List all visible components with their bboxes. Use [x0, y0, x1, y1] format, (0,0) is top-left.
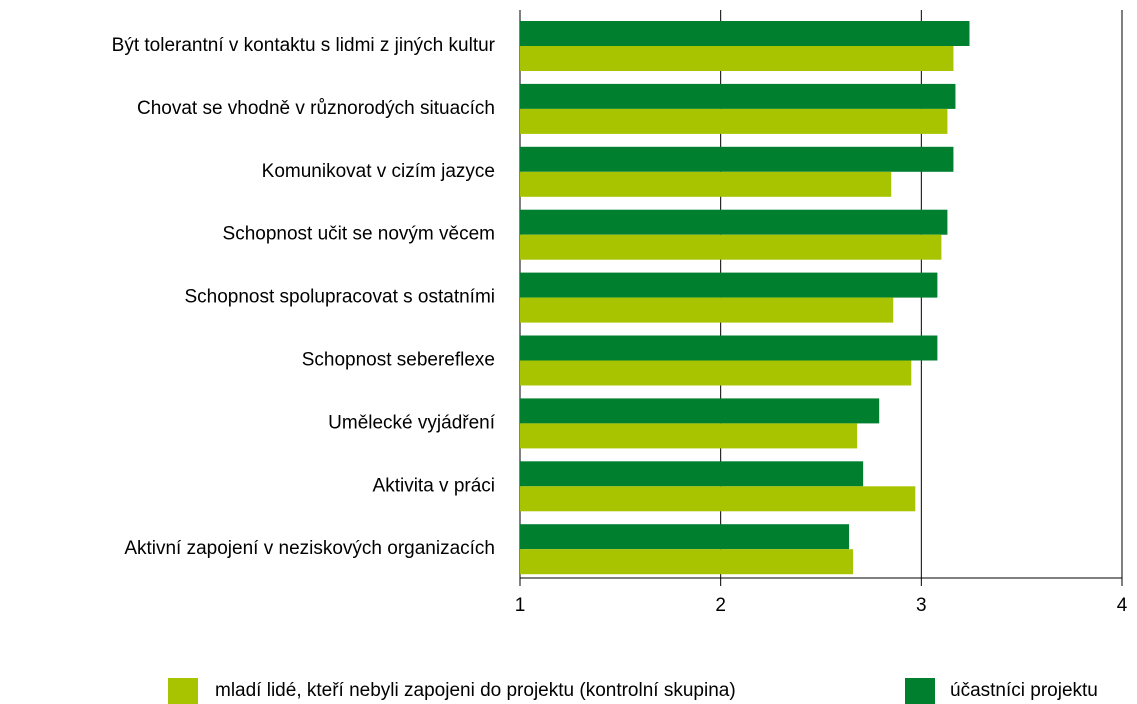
category-label: Aktivní zapojení v neziskových organizac… — [124, 538, 495, 559]
bar — [520, 398, 880, 424]
bar — [520, 423, 858, 449]
category-label: Schopnost učit se novým věcem — [223, 224, 495, 245]
category-label: Schopnost sebereflexe — [302, 350, 495, 371]
legend-swatch — [168, 678, 198, 704]
bar — [520, 209, 948, 235]
bar — [520, 46, 954, 71]
bar — [520, 524, 850, 550]
category-label: Umělecké vyjádření — [328, 412, 496, 433]
bar — [520, 486, 916, 512]
bar — [520, 297, 894, 323]
bar — [520, 272, 938, 298]
category-label: Komunikovat v cizím jazyce — [262, 161, 495, 182]
bar — [520, 21, 970, 46]
bar — [520, 549, 854, 575]
bar — [520, 360, 912, 386]
bar — [520, 83, 956, 109]
x-tick-label: 1 — [515, 595, 526, 616]
legend-swatch — [905, 678, 935, 704]
legend-label: účastníci projektu — [950, 680, 1098, 701]
x-tick-label: 4 — [1117, 595, 1128, 616]
legend-label: mladí lidé, kteří nebyli zapojeni do pro… — [215, 680, 736, 701]
category-label: Chovat se vhodně v různorodých situacích — [137, 98, 495, 119]
bar — [520, 335, 938, 361]
category-label: Schopnost spolupracovat s ostatními — [184, 287, 495, 308]
bar — [520, 146, 954, 172]
bar — [520, 171, 892, 197]
x-tick-label: 2 — [715, 595, 726, 616]
category-label: Aktivita v práci — [373, 475, 495, 496]
category-label: Být tolerantní v kontaktu s lidmi z jiný… — [112, 35, 496, 56]
bar — [520, 461, 864, 487]
bar — [520, 234, 942, 260]
x-tick-label: 3 — [916, 595, 927, 616]
bar — [520, 108, 948, 134]
